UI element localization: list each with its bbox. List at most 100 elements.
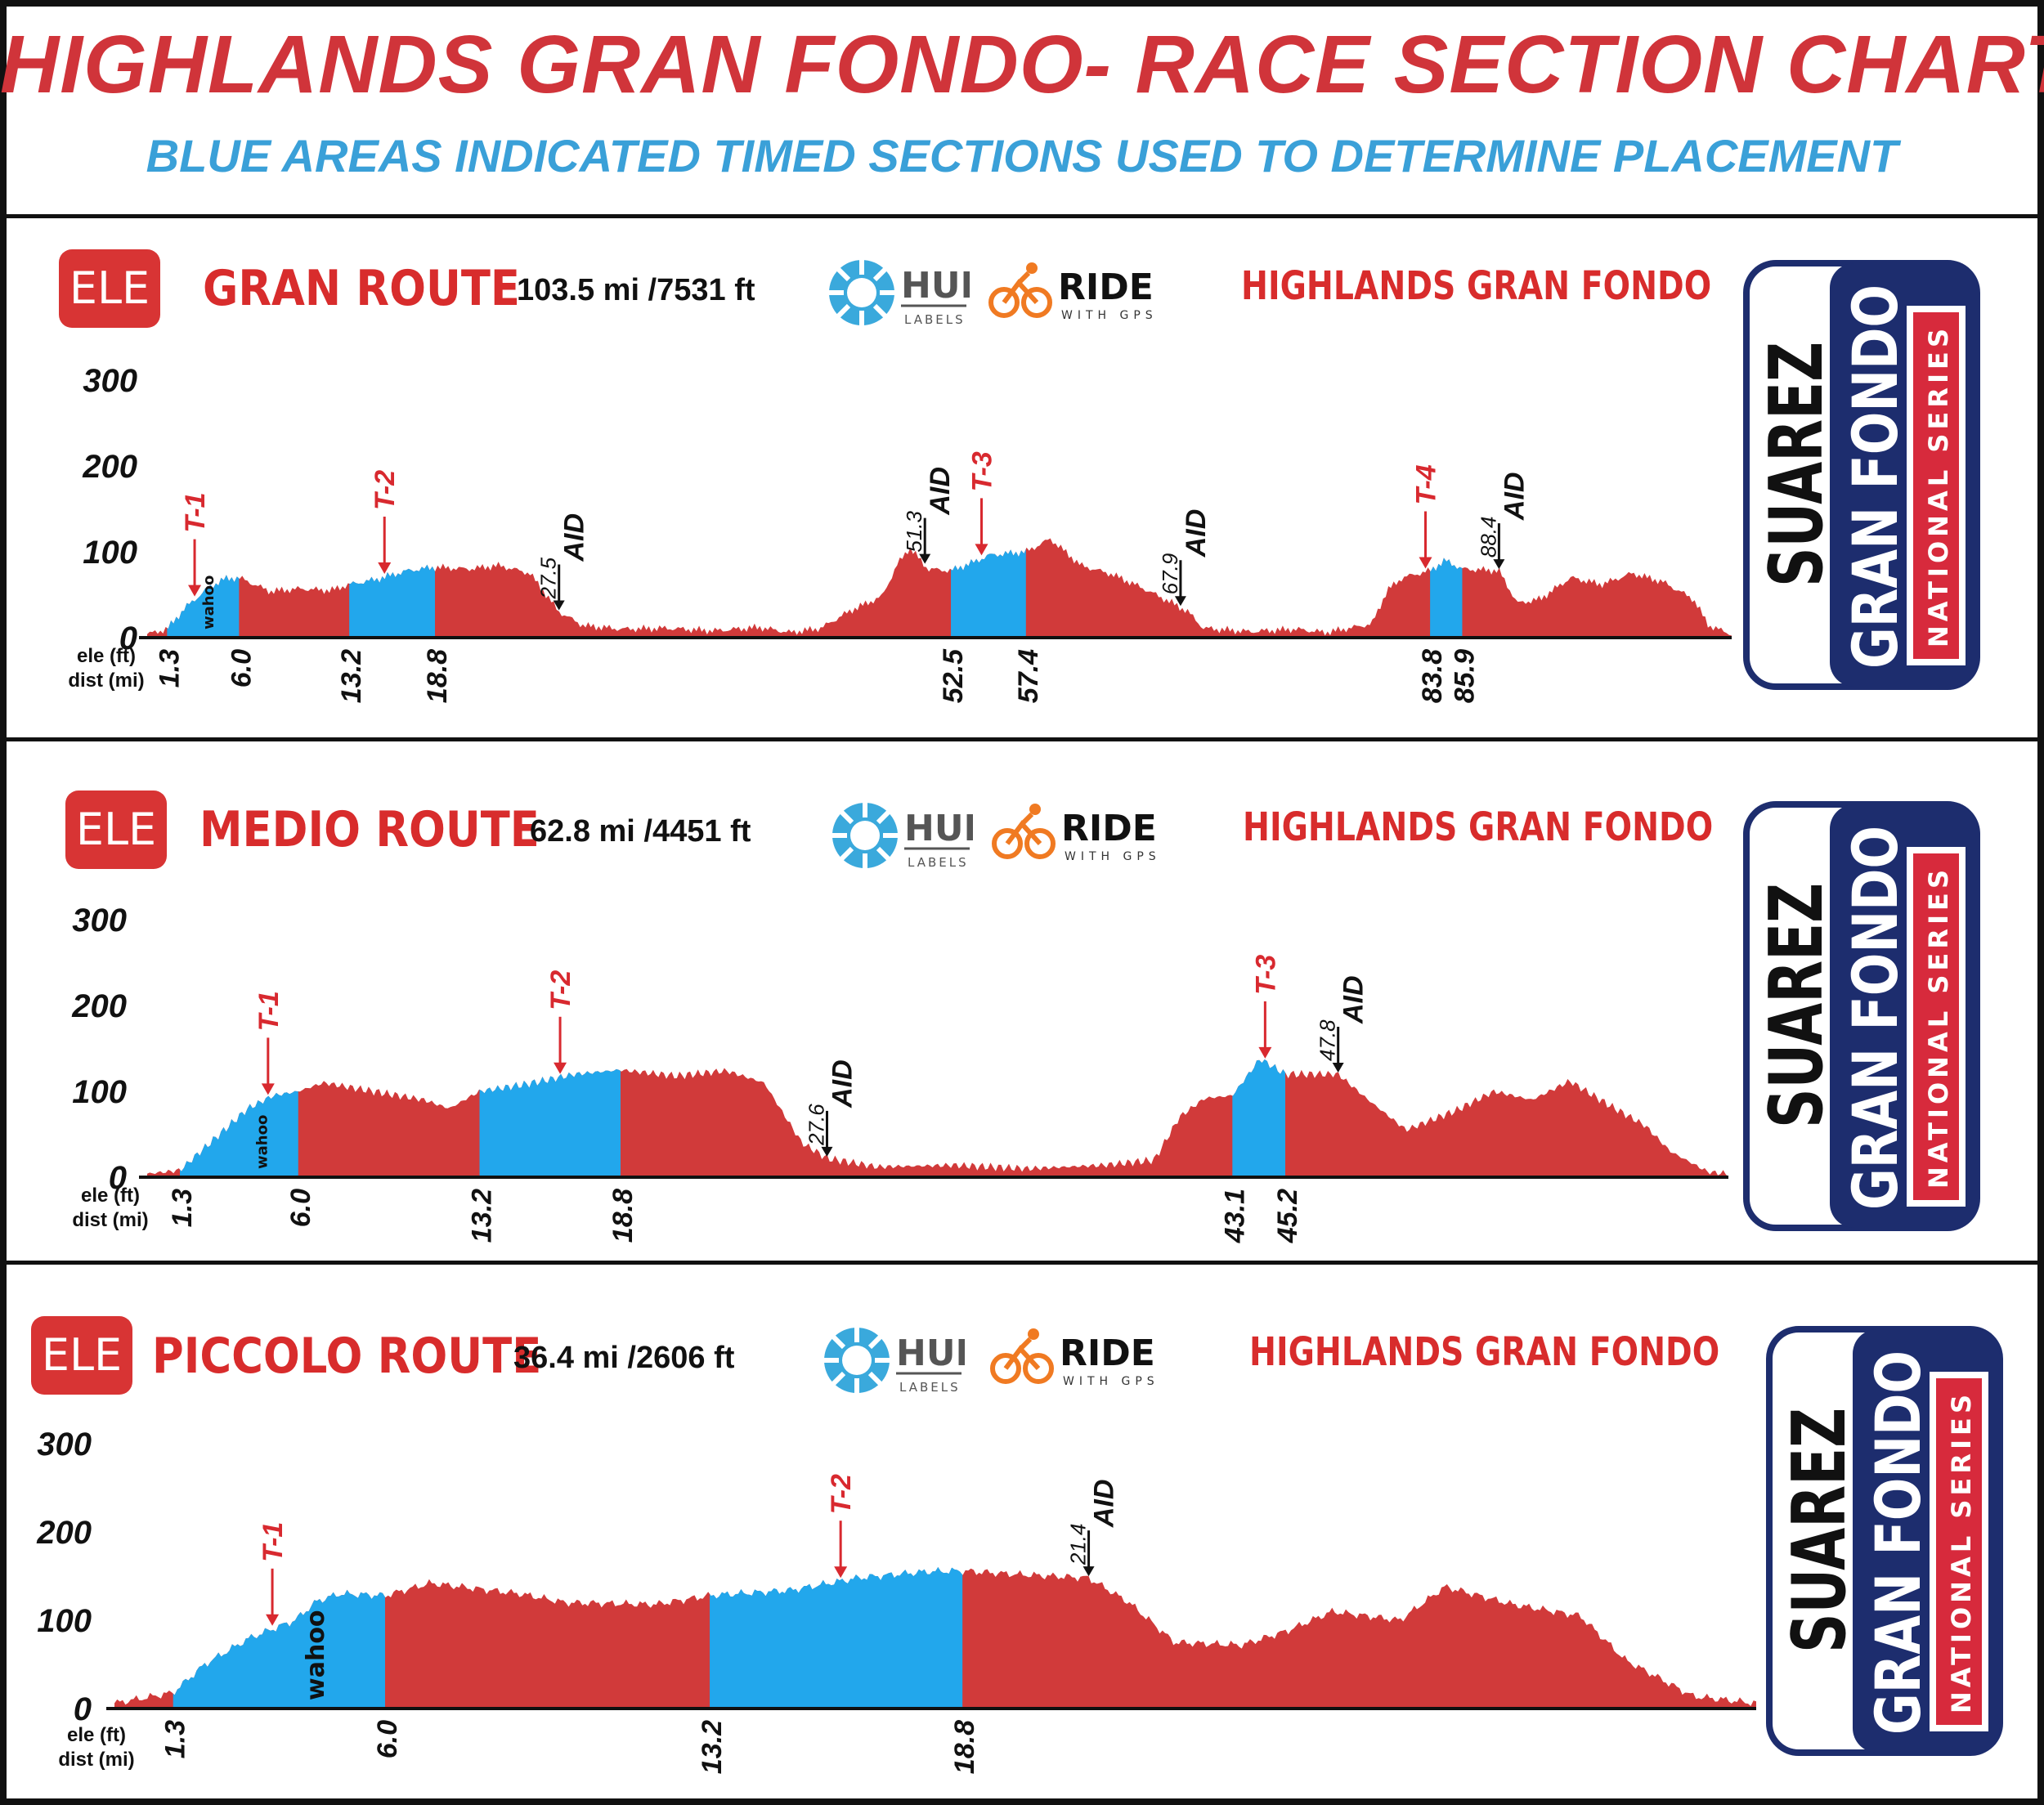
x-tick-label: 18.8: [949, 1720, 980, 1774]
ride-sub-text: WITH GPS: [1065, 850, 1161, 863]
hub-sub-text: LABELS: [899, 1380, 961, 1395]
timed-section: [1232, 1059, 1285, 1177]
aid-marker-arrowhead: [553, 600, 565, 611]
x-axis-label: dist (mi): [68, 670, 144, 692]
hub-burst-icon: [827, 258, 896, 327]
y-tick-label: 200: [36, 1515, 92, 1551]
x-tick-label: 18.8: [607, 1189, 639, 1243]
y-tick-label: 100: [72, 1074, 127, 1110]
aid-marker-label: AID: [559, 513, 590, 562]
wahoo-label: wahoo: [302, 1610, 330, 1700]
page-subtitle: BLUE AREAS INDICATED TIMED SECTIONS USED…: [146, 130, 1898, 181]
timed-marker: T-3: [1250, 955, 1281, 1059]
x-tick-label: 13.2: [336, 649, 367, 703]
aid-marker-arrowhead: [1332, 1063, 1344, 1073]
ride-sub-text: WITH GPS: [1061, 309, 1158, 322]
aid-marker-label: AID: [1089, 1480, 1120, 1529]
x-tick-label: 52.5: [938, 648, 969, 703]
x-tick-label: 45.2: [1272, 1189, 1303, 1243]
x-tick-label: 43.1: [1219, 1189, 1250, 1243]
hub-text: HUB: [901, 265, 970, 307]
aid-marker-value: 67.9: [1158, 553, 1182, 595]
medio-elevation-chart: 0 100 200 300 ele (ft)dist (mi) 1.3 6.0 13.2 18.…: [71, 902, 1728, 1243]
cyclist-icon: [992, 812, 1056, 859]
x-axis-label: dist (mi): [58, 1749, 134, 1771]
ride-sub-text: WITH GPS: [1063, 1375, 1159, 1388]
ele-logo: ELE: [31, 1316, 132, 1395]
suarez-gran-fondo-logo: SUAREZ GRAN FONDO NATIONAL SERIES: [1743, 260, 1980, 690]
timed-marker-label: T-1: [258, 1522, 289, 1562]
y-tick-label: 300: [83, 363, 137, 399]
wahoo-label: wahoo: [254, 1115, 271, 1169]
timed-marker-arrowhead: [1258, 1046, 1272, 1059]
suarez-text: SUAREZ: [1754, 883, 1840, 1128]
route-name: PICCOLO ROUTE: [152, 1328, 542, 1385]
timed-marker: T-2: [826, 1474, 857, 1579]
aid-marker-value: 51.3: [902, 510, 926, 552]
timed-marker-label: T-3: [1250, 955, 1281, 995]
aid-marker-label: AID: [827, 1059, 858, 1109]
event-name: HIGHLANDS GRAN FONDO: [1243, 804, 1714, 850]
hub-labels-logo: HUB LABELS: [823, 1326, 965, 1395]
aid-marker-value: 27.6: [804, 1104, 828, 1146]
suarez-text: SUAREZ: [1754, 342, 1840, 587]
timed-section: [951, 538, 1026, 638]
timed-marker: T-1: [180, 492, 211, 597]
aid-marker-arrowhead: [1174, 596, 1186, 607]
aid-marker-label: AID: [925, 467, 956, 516]
route-stats: 62.8 mi /4451 ft: [530, 814, 751, 849]
x-tick-label: 13.2: [467, 1189, 498, 1243]
timed-marker-label: T-2: [370, 470, 401, 510]
x-tick-label: 6.0: [285, 1189, 316, 1227]
ride-with-gps-logo: RIDE WITH GPS: [992, 804, 1161, 863]
x-tick-label: 13.2: [697, 1720, 728, 1774]
timed-marker: T-4: [1411, 464, 1442, 569]
y-tick-label: 100: [83, 535, 137, 571]
hub-text: HUB: [904, 808, 973, 849]
y-tick-label: 200: [71, 988, 127, 1024]
timed-marker-label: T-1: [180, 492, 211, 532]
y-tick-label: 0: [74, 1691, 92, 1727]
wahoo-label: wahoo: [200, 576, 217, 629]
timed-marker-arrowhead: [378, 562, 392, 574]
gran-fondo-text: GRAN FONDO: [1862, 1350, 1934, 1735]
divider: [7, 737, 2037, 741]
timed-marker-arrowhead: [266, 1614, 280, 1626]
x-tick-label: 83.8: [1417, 649, 1448, 703]
hub-labels-logo: HUB LABELS: [831, 801, 973, 870]
timed-section: [479, 1059, 621, 1177]
timed-marker: T-2: [370, 470, 401, 574]
x-tick-label: 85.9: [1449, 649, 1480, 703]
elevation-profile: [147, 1059, 1728, 1177]
y-tick-label: 100: [37, 1603, 92, 1639]
ele-logo: ELE: [59, 249, 160, 328]
timed-marker-arrowhead: [834, 1566, 848, 1579]
hub-burst-icon: [831, 801, 899, 870]
aid-marker-value: 47.8: [1316, 1019, 1340, 1061]
x-tick-label: 18.8: [422, 649, 453, 703]
timed-marker: T-1: [253, 991, 285, 1095]
x-tick-label: 6.0: [372, 1720, 403, 1758]
page-title: HIGHLANDS GRAN FONDO- RACE SECTION CHART…: [0, 19, 2044, 110]
suarez-gran-fondo-logo: SUAREZ GRAN FONDO NATIONAL SERIES: [1743, 801, 1980, 1231]
x-tick-label: 1.3: [167, 1189, 198, 1227]
x-tick-label: 1.3: [154, 649, 185, 688]
timed-marker-arrowhead: [1419, 557, 1432, 569]
x-axis-label: dist (mi): [72, 1209, 148, 1231]
ride-with-gps-logo: RIDE WITH GPS: [990, 1328, 1159, 1388]
x-tick-label: 6.0: [226, 649, 257, 688]
aid-marker-label: AID: [1181, 509, 1212, 558]
cyclist-icon: [990, 1337, 1054, 1384]
aid-marker-value: 21.4: [1066, 1524, 1091, 1566]
ride-text: RIDE: [1060, 1332, 1155, 1374]
cyclist-icon: [988, 271, 1052, 318]
x-tick-label: 1.3: [160, 1720, 191, 1758]
aid-marker-arrowhead: [1083, 1566, 1095, 1577]
ele-logo: ELE: [65, 791, 167, 869]
aid-marker-value: 27.5: [536, 557, 561, 599]
